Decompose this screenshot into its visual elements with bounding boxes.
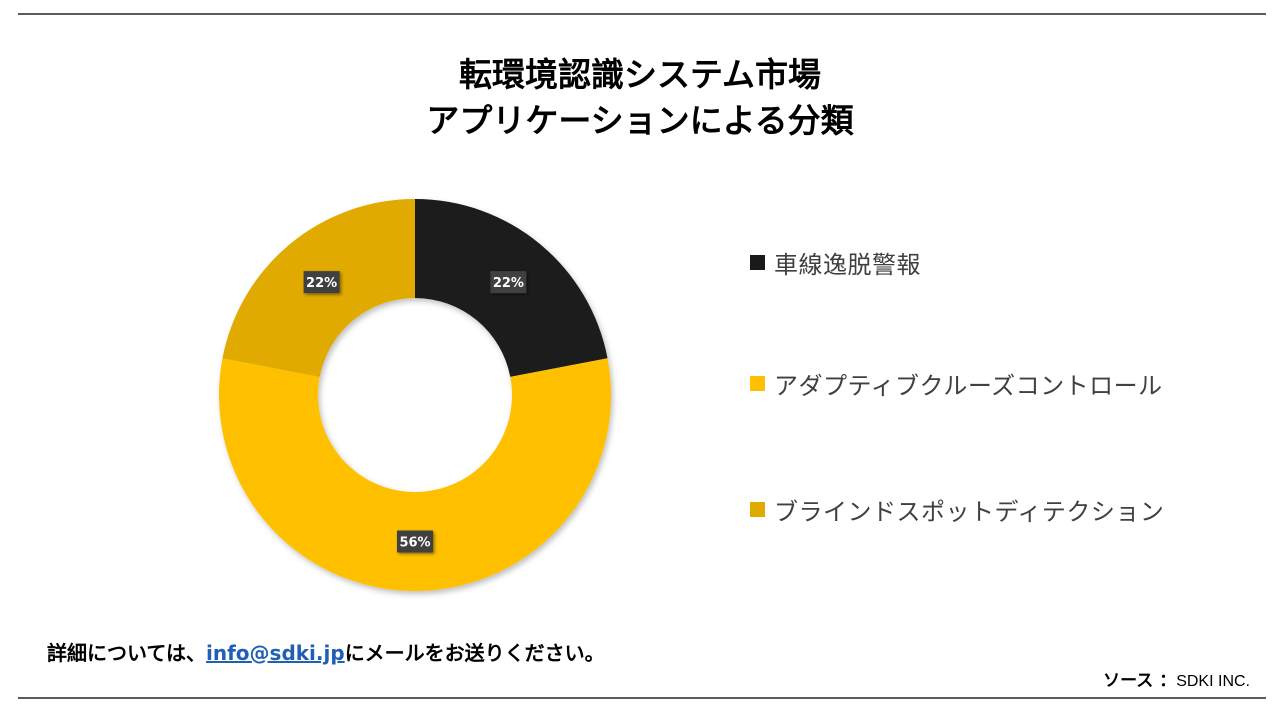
legend-item-blind-spot-detection: ブラインドスポットディテクション bbox=[750, 489, 1164, 529]
legend-swatch bbox=[750, 501, 765, 517]
legend-item-lane-departure-warning: 車線逸脱警報 bbox=[750, 242, 921, 282]
contact-note: 詳細については、info@sdki.jpにメールをお送りください。 bbox=[47, 637, 605, 666]
chart-title-line2: アプリケーションによる分類 bbox=[426, 101, 854, 140]
svg-text:22%: 22% bbox=[306, 276, 337, 291]
top-divider bbox=[18, 13, 1266, 15]
legend-label: 車線逸脱警報 bbox=[774, 250, 921, 279]
bottom-divider bbox=[18, 697, 1266, 699]
legend-label: ブラインドスポットディテクション bbox=[774, 497, 1165, 526]
chart-title: 転環境認識システム市場 アプリケーションによる分類 bbox=[0, 52, 1280, 144]
contact-prefix: 詳細については、 bbox=[47, 641, 206, 665]
data-label-lane-departure-warning: 22% bbox=[490, 271, 527, 294]
legend-item-adaptive-cruise-control: アダプティブクルーズコントロール bbox=[750, 363, 1163, 403]
source-credit: ソース ：SDKI INC. bbox=[1103, 666, 1250, 691]
svg-text:22%: 22% bbox=[493, 276, 524, 291]
legend-swatch bbox=[750, 375, 765, 391]
source-label: ソース ： bbox=[1103, 671, 1177, 691]
slice-adaptive-cruise-control bbox=[218, 358, 611, 591]
legend-swatch bbox=[750, 254, 765, 270]
source-value: SDKI INC. bbox=[1176, 673, 1250, 690]
data-label-adaptive-cruise-control: 56% bbox=[397, 530, 433, 553]
email-link[interactable]: info@sdki.jp bbox=[206, 641, 345, 665]
contact-suffix: にメールをお送りください。 bbox=[344, 641, 605, 665]
data-label-blind-spot-detection: 22% bbox=[303, 271, 340, 294]
donut-chart: 22% 56% 22% bbox=[218, 198, 611, 591]
svg-text:56%: 56% bbox=[399, 536, 430, 551]
legend-label: アダプティブクルーズコントロール bbox=[774, 371, 1163, 400]
chart-title-line1: 転環境認識システム市場 bbox=[458, 55, 821, 94]
